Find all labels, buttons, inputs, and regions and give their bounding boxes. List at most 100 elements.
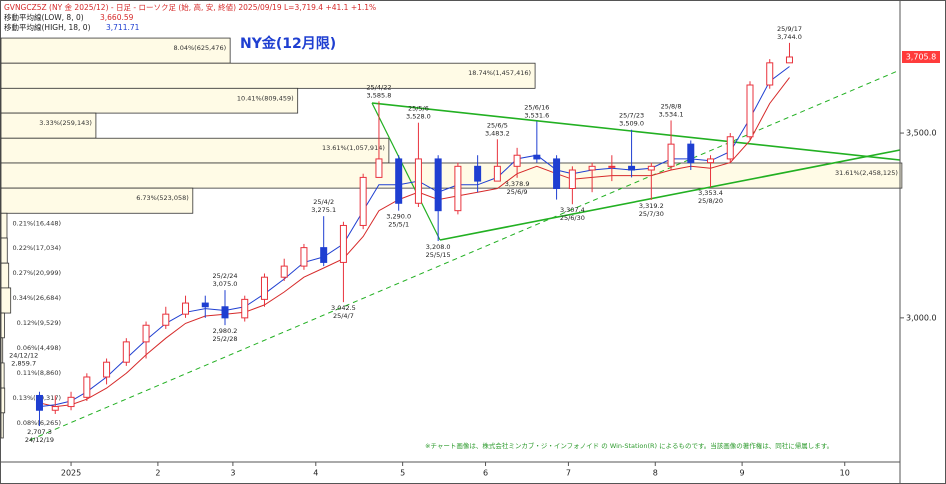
annotation-date: 25/5/6 [408,105,429,113]
candle-body [67,396,75,408]
candle-body [474,165,482,182]
candle-body [667,143,675,167]
candle-body [766,62,774,86]
annotation-value: 3,528.0 [406,113,431,121]
last-price-label: 3,705.8 [906,52,937,61]
annotation-date: 25/4/2 [313,198,334,206]
volume-label: 18.74%(1,457,416) [468,69,531,77]
volume-bar [0,387,6,414]
annotation-date: 25/6/16 [524,103,549,111]
annotation-date: 25/5/1 [388,221,409,229]
legend-value: 3,660.59 [100,13,134,22]
candle-body [339,224,347,263]
candle-body [493,165,501,182]
volume-bar [0,37,231,64]
volume-bar [0,112,97,139]
footnote: ※チャート画像は、株式会社ミンカブ・ジ・インフォノイド の Win-Statio… [425,441,833,450]
candle-body [201,302,209,308]
candle-body [707,158,715,164]
candle-body [51,406,59,411]
moving-average [39,77,790,408]
annotation-date: 25/2/28 [212,335,237,343]
annotation-date: 25/2/24 [212,272,237,280]
candle-body [359,176,367,226]
trend-line [371,102,901,161]
x-tick-label: 3 [230,469,235,478]
x-tick-label: 6 [483,469,488,478]
annotation-value: 3,585.8 [367,91,392,99]
annotation-value: 3,307.4 [560,206,585,214]
candle-body [513,154,521,167]
annotation-value: 3,353.4 [698,189,723,197]
volume-bar [0,62,536,89]
annotation-value: 2,707.3 [27,428,52,436]
volume-bar [0,212,8,239]
annotation-date: 24/12/12 [9,352,38,360]
volume-label: 0.21%(16,448) [13,219,61,227]
candle-body [454,165,462,212]
candle-body [647,165,655,171]
trend-line [371,102,441,241]
annotation-date: 25/6/9 [507,188,528,196]
x-tick-label: 7 [566,469,571,478]
candle-body [746,84,754,138]
annotation-value: 3,744.0 [777,33,802,41]
candle-body [142,324,150,343]
candle-body [434,158,442,212]
candle-body [414,158,422,204]
volume-label: 0.11%(8,860) [17,369,61,377]
trend-line [439,149,901,241]
candle-body [241,298,249,319]
annotation-value: 3,534.1 [659,110,684,118]
annotation-date: 25/8/20 [698,197,723,205]
volume-label: 3.33%(259,143) [39,119,92,127]
candle-body [122,341,130,363]
candle-body [533,154,541,160]
moving-average [39,66,790,408]
candle-body [726,136,734,160]
x-tick-label: 2025 [61,469,81,478]
annotation-value: 3,509.0 [619,120,644,128]
legend-value: 3,711.71 [106,23,140,32]
candle-body [687,143,695,164]
volume-label: 8.04%(625,476) [174,44,227,52]
volume-label: 0.27%(20,999) [13,269,61,277]
last-price-box [902,50,940,63]
volume-bar [0,162,903,189]
annotation-date: 25/7/30 [639,210,664,218]
volume-label: 31.61%(2,458,125) [835,169,898,177]
volume-bar [0,337,4,364]
candle-body [608,165,616,168]
candle-body [162,313,170,326]
candle-body [568,169,576,189]
annotation-value: 3,275.1 [311,206,336,214]
volume-bar [0,262,10,289]
annotation-value: 3,208.0 [426,243,451,251]
header: GVNGCZ5Z (NY 金 2025/12) - 日足 - ローソク足 (始,… [4,2,376,12]
annotation-date: 25/9/17 [777,25,802,33]
annotation-value: 3,319.2 [639,202,664,210]
volume-label: 0.08%(6,265) [17,419,61,427]
annotation-date: 25/8/8 [661,102,682,110]
candle-body [300,247,308,267]
candle-body [221,306,229,319]
volume-label: 0.06%(4,498) [17,344,61,352]
volume-bar [0,412,4,439]
y-tick-label: 3,500.0 [906,129,937,138]
chart-title: NY金(12月限) [240,35,336,52]
annotation-value: 2,980.2 [213,327,238,335]
legend-name: 移動平均線(LOW, 8, 0) [4,12,84,22]
volume-label: 13.61%(1,057,914) [322,144,385,152]
x-tick-label: 2 [155,469,160,478]
volume-bar [0,87,299,114]
candle-body [280,265,288,278]
candle-body [375,158,383,178]
annotation-value: 3,531.6 [524,111,549,119]
annotation-value: 2,859.7 [11,360,36,368]
candle-body [553,158,561,189]
annotation-value: 3,075.0 [213,280,238,288]
candle-body [260,276,268,300]
annotation-date: 25/6/5 [487,121,508,129]
candle-body [785,56,793,64]
x-tick-label: 9 [740,469,745,478]
